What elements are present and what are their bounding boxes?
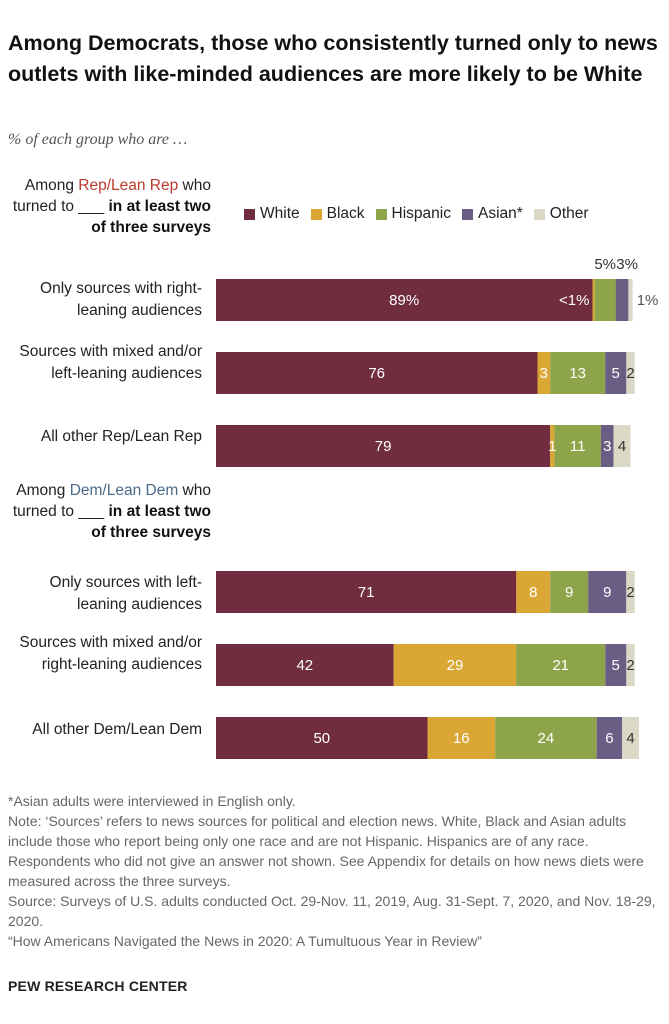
data-label-row2-black: 3: [540, 365, 548, 382]
data-label-row4-other: 2: [626, 584, 634, 601]
bar-row5-black: [393, 644, 517, 686]
row-label-dem-mixed-right: Sources with mixed and/or right-leaning …: [19, 634, 202, 673]
data-label-row1-black: <1%: [559, 292, 589, 309]
note-source-surveys: Source: Surveys of U.S. adults conducted…: [8, 893, 656, 929]
bar-row6-white: [216, 717, 428, 759]
bar-row3-other: [613, 425, 631, 467]
bar-row4-other: [626, 571, 635, 613]
legend-item-hispanic: Hispanic: [375, 205, 451, 223]
bar-row5-other: [626, 644, 635, 686]
data-label-row2-other: 2: [626, 365, 634, 382]
group-heading-rep: Among Rep/Lean Rep who turned to ___ in …: [12, 177, 211, 236]
legend-swatch-hispanic: [375, 208, 387, 220]
dem-party-label: Dem/Lean Dem: [69, 482, 179, 499]
bar-row2-black: [537, 352, 551, 394]
note-asian: *Asian adults were interviewed in Englis…: [8, 793, 296, 809]
data-label-row4-white: 71: [358, 584, 375, 601]
bar-row1-black: [592, 279, 595, 321]
rep-party-label: Rep/Lean Rep: [78, 177, 179, 194]
data-label-row2-white: 76: [368, 365, 385, 382]
data-label-row4-hispanic: 9: [565, 584, 573, 601]
legend-swatch-black: [310, 208, 322, 220]
legend-swatch-asian: [461, 208, 473, 220]
data-label-row6-hispanic: 24: [538, 730, 555, 747]
bar-row5-hispanic: [516, 644, 606, 686]
legend: White Black Hispanic Asian* Other: [244, 205, 600, 223]
data-label-row3-white: 79: [375, 438, 392, 455]
legend-item-asian: Asian*: [461, 205, 523, 223]
legend-swatch-white: [244, 208, 255, 220]
data-label-row6-asian: 6: [605, 730, 613, 747]
bar-row2-other: [626, 352, 635, 394]
bar-row4-asian: [588, 571, 627, 613]
bar-row2-asian: [605, 352, 627, 394]
bar-row3-black: [550, 425, 555, 467]
pew-logo-text: PEW RESEARCH CENTER: [8, 978, 188, 994]
chart-title: Among Democrats, those who consistently …: [8, 31, 658, 86]
bar-row5-asian: [605, 644, 627, 686]
bar-row1-asian: [615, 279, 629, 321]
row-label-rep-right-only: Only sources with right-leaning audience…: [40, 280, 202, 319]
bar-row6-asian: [596, 717, 623, 759]
group-heading-dem: Among Dem/Lean Dem who turned to ___ in …: [12, 482, 211, 541]
data-label-row3-black: 1: [548, 438, 556, 455]
data-label-row3-other: 4: [618, 438, 626, 455]
row-label-dem-left-only: Only sources with left-leaning audiences: [49, 574, 202, 613]
bar-row4-black: [516, 571, 551, 613]
row-label-dem-all-other: All other Dem/Lean Dem: [32, 721, 202, 738]
data-label-row2-hispanic: 13: [569, 365, 586, 382]
legend-swatch-other: [533, 208, 545, 220]
data-label-row5-hispanic: 21: [552, 657, 569, 674]
bar-row4-hispanic: [550, 571, 589, 613]
data-label-row6-black: 16: [453, 730, 470, 747]
bar-row1-hispanic: [594, 279, 616, 321]
bar-row2-hispanic: [550, 352, 606, 394]
bar-row6-black: [427, 717, 496, 759]
bar-row6-hispanic: [495, 717, 597, 759]
data-label-row1-white: 89%: [389, 292, 419, 309]
bar-row2-white: [216, 352, 538, 394]
row-label-rep-all-other: All other Rep/Lean Rep: [40, 428, 202, 445]
data-label-row2-asian: 5: [612, 365, 620, 382]
data-label-row5-black: 29: [447, 657, 464, 674]
bar-row1-other: [628, 279, 633, 321]
bar-row4-white: [216, 571, 517, 613]
chart-subtitle: % of each group who are …: [8, 131, 188, 148]
bar-row3-asian: [600, 425, 614, 467]
legend-item-black: Black: [310, 205, 365, 223]
stacked-bar-chart: 89% <1%5% 3%1%76 3 13 5 279 1 11 3 471 8 9 9 242 29 21 5 2…: [216, 256, 659, 759]
data-label-row4-black: 8: [529, 584, 537, 601]
data-label-row6-other: 4: [626, 730, 634, 747]
chart-notes: *Asian adults were interviewed in Englis…: [8, 791, 663, 951]
data-label-row1-asian: 3%: [616, 256, 638, 273]
note-report-title: “How Americans Navigated the News in 202…: [8, 933, 482, 949]
data-label-row1-hispanic: 5%: [594, 256, 616, 273]
legend-item-other: Other: [533, 205, 589, 223]
bar-row6-other: [622, 717, 639, 759]
bar-row5-white: [216, 644, 394, 686]
bar-row1-white: [216, 279, 593, 321]
legend-item-white: White: [244, 205, 300, 223]
data-label-row5-white: 42: [296, 657, 313, 674]
data-label-row1-other: 1%: [637, 292, 659, 309]
row-label-rep-mixed-left: Sources with mixed and/or left-leaning a…: [19, 343, 202, 382]
note-sources: Note: ‘Sources’ refers to news sources f…: [8, 813, 644, 889]
data-label-row4-asian: 9: [603, 584, 611, 601]
bar-row3-white: [216, 425, 551, 467]
data-label-row3-asian: 3: [603, 438, 611, 455]
data-label-row5-asian: 5: [612, 657, 620, 674]
data-label-row3-hispanic: 11: [570, 438, 586, 455]
data-label-row5-other: 2: [626, 657, 634, 674]
bar-row3-hispanic: [554, 425, 601, 467]
data-label-row6-white: 50: [313, 730, 330, 747]
